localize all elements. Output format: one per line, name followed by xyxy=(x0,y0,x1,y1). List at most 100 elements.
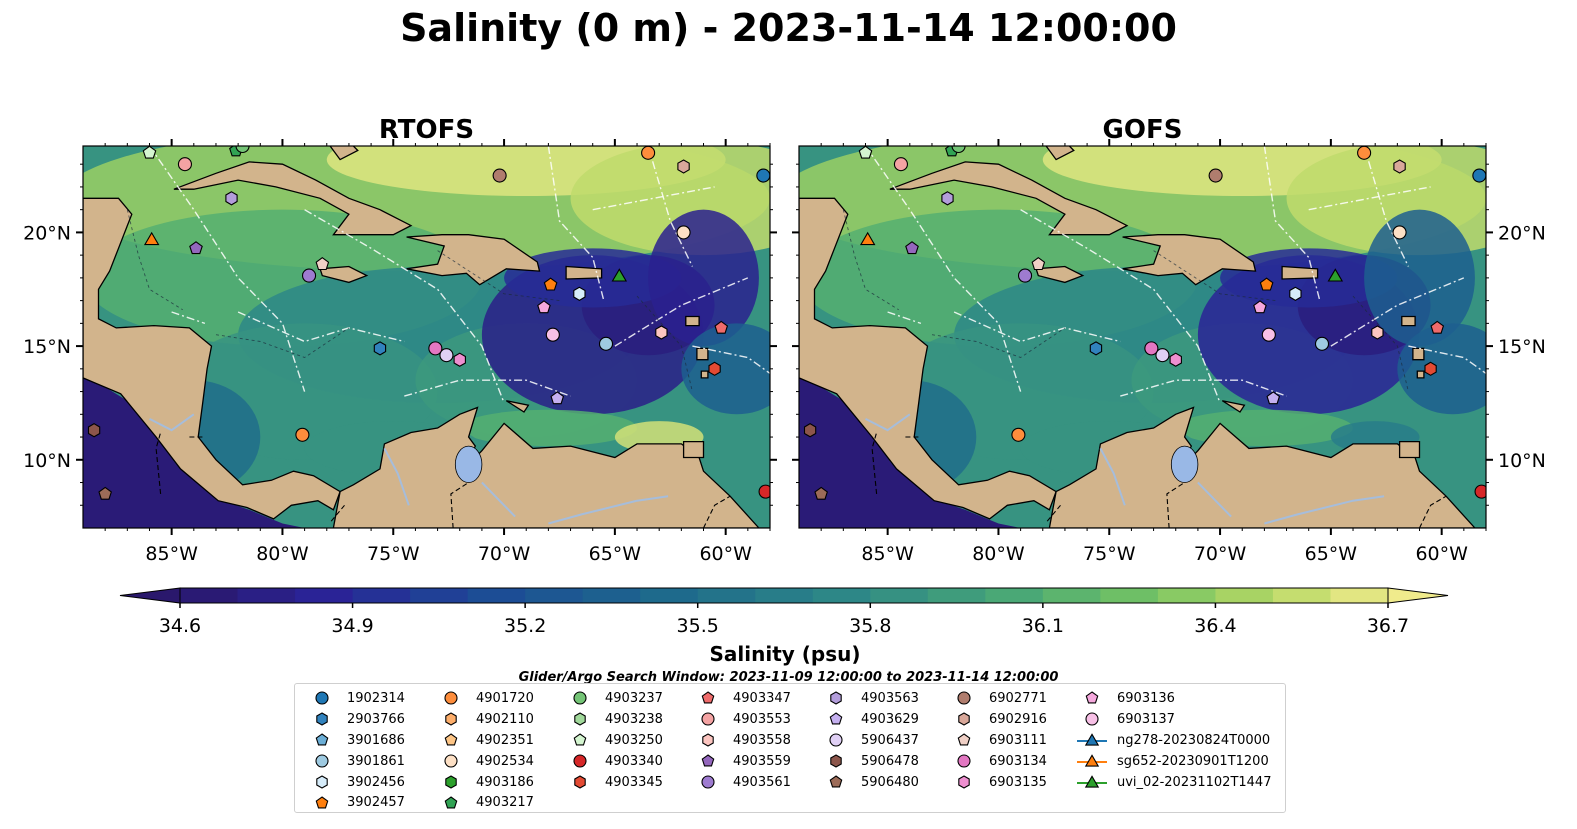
legend-item-label: 6902771 xyxy=(989,690,1047,706)
pentagon-marker-icon xyxy=(573,733,587,746)
legend-column: 1902314 2903766 3901686 3901861 3902456 39024… xyxy=(305,688,405,813)
lat-tick-label: 15°N xyxy=(1498,336,1546,358)
colorbar-segment xyxy=(1272,588,1332,603)
hexagon-marker-icon xyxy=(316,775,328,789)
legend-item-label: 4903347 xyxy=(733,690,791,706)
circle-marker-icon xyxy=(573,754,587,768)
platform-marker xyxy=(814,486,828,500)
platform-marker xyxy=(951,146,966,154)
legend-item: 3902457 xyxy=(305,792,405,813)
platform-marker xyxy=(1261,327,1276,342)
lon-tick-label: 70°W xyxy=(1194,543,1247,565)
platform-marker xyxy=(598,336,614,351)
legend-item-label: 5906437 xyxy=(861,732,919,748)
platform-marker xyxy=(315,257,330,271)
hexagon-marker-icon xyxy=(445,775,457,789)
legend-item: 4903238 xyxy=(563,709,663,730)
legend-column: 4903563 4903629 5906437 5906478 5906480 xyxy=(819,688,919,792)
legend-item-label: 3902456 xyxy=(347,774,405,790)
platform-marker xyxy=(1089,341,1103,356)
lon-tick-label: 85°W xyxy=(861,543,914,565)
legend-item-label: 4903558 xyxy=(733,732,791,748)
pentagon-marker-icon xyxy=(957,733,971,746)
platform-marker xyxy=(708,361,721,376)
legend-item-label: 3901861 xyxy=(347,753,405,769)
legend-column: 4901720 4902110 4902351 4902534 4903186 49032… xyxy=(434,688,534,813)
legend-column: 6902771 6902916 6903111 6903134 6903135 xyxy=(947,688,1047,792)
colorbar-segment xyxy=(1042,588,1101,603)
circle-marker-icon xyxy=(573,691,587,705)
colorbar-tick-label: 36.1 xyxy=(1022,615,1064,637)
colorbar-segment xyxy=(755,588,814,603)
legend-item: 5906480 xyxy=(819,772,919,793)
lon-tick-label: 80°W xyxy=(256,543,309,565)
hexagon-marker-icon xyxy=(574,712,586,726)
platform-marker xyxy=(803,423,817,438)
legend-item: 6903135 xyxy=(947,772,1047,793)
pentagon-marker-icon xyxy=(701,691,715,704)
legend-item-label: 1902314 xyxy=(347,690,405,706)
colorbar-segment xyxy=(525,588,584,603)
platform-marker xyxy=(1424,361,1437,376)
platform-marker xyxy=(1474,484,1486,499)
platform-marker xyxy=(714,320,729,334)
legend-item-label: 6903134 xyxy=(989,753,1047,769)
legend-item: 4903553 xyxy=(691,709,791,730)
lat-tick-label: 10°N xyxy=(1498,450,1546,472)
platform-marker xyxy=(1430,320,1445,334)
hexagon-marker-icon xyxy=(830,754,842,768)
legend-item-label: 4903250 xyxy=(605,732,663,748)
legend-item: 4903237 xyxy=(563,688,663,709)
hexagon-marker-icon xyxy=(702,733,714,747)
legend-item-label: 6903137 xyxy=(1117,711,1175,727)
platform-marker xyxy=(142,146,157,159)
colorbar-segment xyxy=(582,588,641,603)
panel-title: GOFS xyxy=(1103,115,1183,145)
legend-item-label: 2903766 xyxy=(347,711,405,727)
colorbar-segment xyxy=(1157,588,1217,603)
gofs-map-panel: 85°W 80°W 75°W 70°W 65°W 60°W 20°N 15°N 10°N GOFS xyxy=(792,115,1546,565)
platform-marker xyxy=(893,157,908,172)
legend-item: 6902771 xyxy=(947,688,1047,709)
legend-item: 6903134 xyxy=(947,751,1047,772)
legend-item: 4902351 xyxy=(434,730,534,751)
legend-item: 4903561 xyxy=(691,772,791,793)
platform-marker xyxy=(858,146,873,159)
lon-tick-label: 60°W xyxy=(699,543,752,565)
platform-marker xyxy=(1017,268,1033,283)
legend-item-label: 5906480 xyxy=(861,774,919,790)
lon-tick-label: 60°W xyxy=(1415,543,1468,565)
platform-marker xyxy=(301,268,317,283)
platform-marker xyxy=(1289,286,1302,301)
platform-marker xyxy=(1155,348,1170,363)
legend-item: uvi_02-20231102T1447 xyxy=(1075,772,1271,793)
platform-marker xyxy=(1314,336,1330,351)
platform-marker xyxy=(1208,168,1223,183)
colorbar-tick-label: 35.2 xyxy=(504,615,546,637)
colorbar-segment xyxy=(985,588,1044,603)
hexagon-marker-icon xyxy=(830,691,842,706)
legend-item: 4903629 xyxy=(819,709,919,730)
pentagon-marker-icon xyxy=(1085,691,1099,704)
legend-column: 4903347 4903553 4903558 4903559 4903561 xyxy=(691,688,791,792)
legend-item-label: 4903561 xyxy=(733,774,791,790)
hexagon-marker-icon xyxy=(574,775,586,789)
legend-item: 4903340 xyxy=(563,751,663,772)
platform-marker xyxy=(235,146,250,154)
platform-marker xyxy=(453,352,466,367)
hexagon-marker-icon xyxy=(445,712,457,726)
platform-marker xyxy=(1259,277,1274,291)
legend-item: 4903559 xyxy=(691,751,791,772)
platform-marker xyxy=(573,286,586,301)
pentagon-marker-icon xyxy=(829,775,843,788)
figure-title: Salinity (0 m) - 2023-11-14 12:00:00 xyxy=(400,6,1177,50)
legend-item-label: 3902457 xyxy=(347,795,405,811)
legend-item-label: uvi_02-20231102T1447 xyxy=(1117,774,1272,790)
pentagon-marker-icon xyxy=(701,754,715,767)
legend-item: 6903136 xyxy=(1075,688,1271,709)
platform-marker xyxy=(143,231,160,246)
platform-marker xyxy=(98,486,112,500)
colorbar-segment xyxy=(410,588,469,603)
